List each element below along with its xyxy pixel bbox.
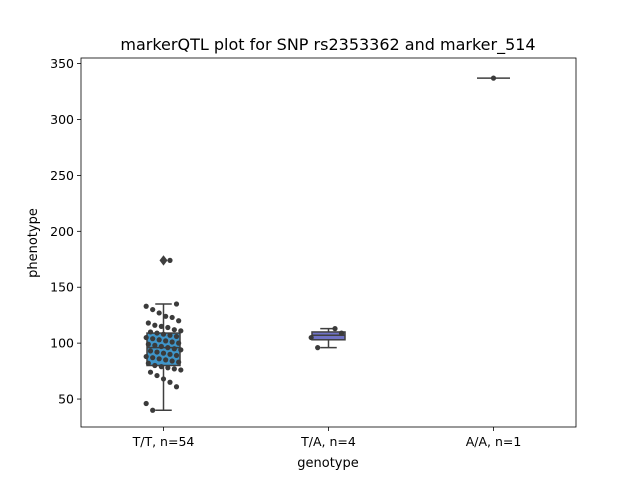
- y-tick-label-3: 200: [50, 224, 74, 239]
- data-point-0-20: [150, 336, 156, 342]
- data-point-0-23: [169, 339, 175, 345]
- y-tick-label-2: 150: [50, 280, 74, 295]
- data-point-0-6: [169, 314, 175, 321]
- data-point-0-9: [152, 322, 158, 328]
- data-point-0-53: [143, 400, 149, 407]
- data-point-0-42: [145, 360, 151, 366]
- data-point-0-40: [169, 358, 175, 364]
- data-point-0-47: [178, 367, 184, 373]
- data-point-0-26: [152, 342, 158, 348]
- data-point-0-27: [158, 343, 164, 350]
- data-point-0-13: [178, 328, 184, 334]
- data-point-0-10: [158, 323, 164, 329]
- data-point-0-48: [147, 369, 154, 375]
- data-point-0-49: [154, 372, 160, 379]
- plot-area: 50 100 150 200 250 300 350 T/T, n=54 T/A, n=4 A/A…: [50, 56, 577, 449]
- data-point-0-24: [176, 340, 182, 346]
- data-point-0-1: [173, 301, 180, 307]
- data-point-0-35: [173, 352, 180, 359]
- data-point-0-4: [156, 310, 162, 316]
- data-point-0-17: [167, 332, 173, 338]
- data-point-0-50: [160, 376, 167, 382]
- outlier-0-0: [159, 255, 168, 266]
- data-point-0-31: [147, 348, 154, 354]
- data-point-0-7: [176, 318, 182, 324]
- data-point-1-2: [308, 334, 314, 341]
- data-point-0-38: [156, 356, 162, 362]
- data-point-0-52: [173, 384, 180, 390]
- data-point-0-39: [163, 357, 169, 363]
- data-point-0-46: [171, 366, 177, 372]
- data-point-0-19: [143, 334, 149, 341]
- data-point-0-3: [150, 306, 156, 313]
- data-point-0-5: [163, 313, 169, 319]
- data-point-0-36: [143, 353, 149, 360]
- data-point-0-43: [152, 362, 158, 369]
- y-tick-label-5: 300: [50, 112, 74, 127]
- y-tick-label-6: 350: [50, 56, 74, 71]
- data-point-0-28: [165, 345, 171, 351]
- data-point-0-33: [160, 350, 167, 356]
- data-point-0-14: [147, 329, 154, 335]
- data-point-0-0: [167, 257, 173, 263]
- data-point-0-12: [171, 327, 177, 333]
- x-tick-label-1: T/A, n=4: [300, 434, 356, 449]
- data-point-1-3: [315, 345, 321, 351]
- y-tick-label-4: 250: [50, 168, 74, 183]
- data-point-0-37: [150, 355, 156, 361]
- data-point-0-44: [158, 364, 164, 370]
- data-point-2-0: [490, 75, 497, 81]
- data-point-0-25: [145, 341, 151, 347]
- data-point-0-18: [173, 333, 180, 340]
- data-point-0-34: [167, 351, 173, 357]
- data-point-0-30: [178, 347, 184, 353]
- data-point-0-45: [165, 365, 171, 371]
- data-point-1-0: [332, 326, 338, 332]
- y-tick-label-0: 50: [58, 392, 74, 407]
- chart-title: markerQTL plot for SNP rs2353362 and mar…: [120, 35, 535, 55]
- data-point-0-22: [163, 338, 169, 344]
- data-point-0-16: [160, 331, 167, 337]
- data-point-0-54: [150, 407, 156, 413]
- data-point-0-15: [154, 330, 160, 336]
- data-point-0-21: [156, 337, 162, 343]
- data-point-0-51: [167, 379, 173, 385]
- y-axis-label: phenotype: [26, 208, 41, 278]
- data-point-0-8: [145, 320, 151, 326]
- y-tick-label-1: 100: [50, 336, 74, 351]
- data-point-0-11: [165, 324, 171, 331]
- plot-frame: [80, 57, 577, 428]
- data-point-0-2: [143, 303, 149, 309]
- x-tick-label-0: T/T, n=54: [132, 434, 195, 449]
- x-axis-label: genotype: [297, 456, 358, 471]
- data-point-0-41: [176, 359, 182, 365]
- data-point-0-32: [154, 349, 160, 355]
- data-point-0-29: [171, 346, 177, 352]
- x-tick-label-2: A/A, n=1: [466, 434, 522, 449]
- data-point-1-1: [338, 330, 345, 336]
